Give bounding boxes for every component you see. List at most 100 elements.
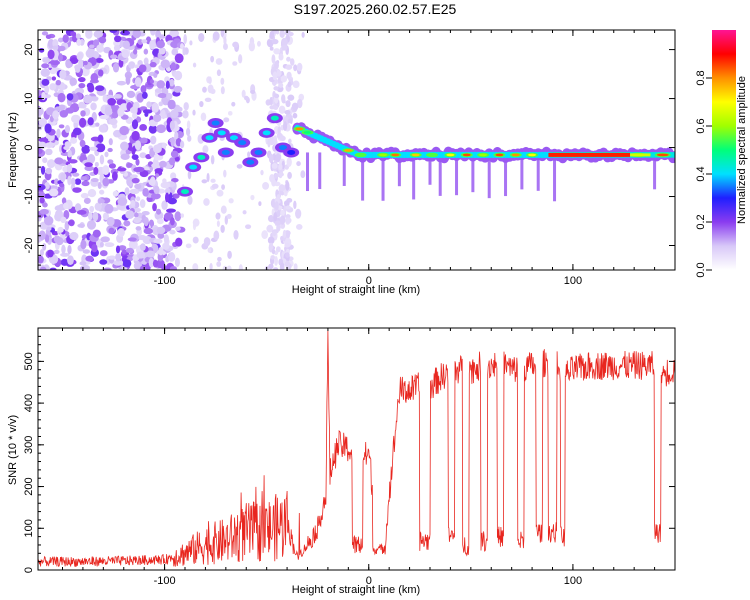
noise-speckle <box>148 257 154 268</box>
noise-speckle <box>233 229 239 240</box>
noise-speckle <box>110 54 118 59</box>
noise-speckle <box>152 114 162 123</box>
noise-speckle <box>223 169 227 178</box>
noise-speckle <box>151 102 160 113</box>
carrier-track <box>670 151 675 158</box>
noise-speckle <box>58 45 66 52</box>
noise-speckle <box>216 220 220 227</box>
noise-speckle <box>103 267 112 270</box>
noise-speckle <box>39 197 45 204</box>
noise-speckle <box>95 57 104 63</box>
noise-speckle <box>189 40 193 46</box>
noise-column-speckle <box>267 236 275 245</box>
carrier-bright-band <box>630 153 651 157</box>
noise-speckle <box>258 201 262 207</box>
noise-speckle <box>293 263 298 270</box>
noise-speckle <box>261 230 269 240</box>
noise-speckle <box>145 250 156 258</box>
noise-speckle <box>174 156 180 162</box>
noise-speckle <box>262 182 270 190</box>
noise-speckle <box>109 30 118 34</box>
noise-speckle <box>279 30 285 38</box>
noise-speckle <box>158 246 164 256</box>
noise-column-speckle <box>273 267 279 270</box>
noise-speckle <box>192 218 200 227</box>
noise-speckle <box>50 60 60 66</box>
noise-speckle <box>220 77 225 85</box>
noise-speckle <box>131 119 139 130</box>
noise-speckle <box>124 187 130 196</box>
noise-speckle <box>289 58 295 66</box>
noise-speckle <box>104 151 109 158</box>
noise-speckle <box>66 93 74 101</box>
noise-speckle <box>202 86 207 93</box>
noise-speckle <box>75 33 81 40</box>
carrier-streak <box>536 152 540 191</box>
carrier-blob <box>205 135 214 141</box>
noise-speckle <box>99 114 109 120</box>
noise-speckle <box>69 77 78 86</box>
noise-speckle <box>95 143 106 153</box>
noise-speckle <box>54 157 64 165</box>
noise-column-speckle <box>274 60 279 70</box>
noise-speckle <box>108 227 115 234</box>
noise-speckle <box>293 64 298 72</box>
carrier-blob <box>230 135 238 141</box>
spectrogram-y-tick-label: 10 <box>23 92 35 104</box>
noise-speckle <box>76 210 87 215</box>
noise-speckle <box>169 120 175 131</box>
noise-speckle <box>220 30 225 38</box>
noise-speckle <box>67 244 72 255</box>
noise-speckle <box>70 57 79 64</box>
noise-speckle <box>46 226 52 231</box>
noise-column-speckle <box>273 135 278 145</box>
noise-speckle <box>167 252 176 262</box>
noise-column-speckle <box>279 135 286 141</box>
carrier-peak <box>462 153 471 157</box>
noise-speckle <box>57 92 66 103</box>
noise-column-speckle <box>271 248 276 255</box>
noise-speckle <box>149 39 156 50</box>
noise-speckle <box>291 102 299 111</box>
noise-speckle <box>207 247 211 253</box>
spectrogram-x-tick-label: -100 <box>154 275 176 287</box>
noise-speckle <box>158 101 163 107</box>
noise-column-speckle <box>282 121 288 132</box>
noise-speckle <box>187 135 192 142</box>
noise-speckle <box>97 198 105 204</box>
noise-column-speckle <box>285 205 291 210</box>
noise-speckle <box>54 205 64 212</box>
noise-speckle <box>143 57 149 65</box>
noise-speckle <box>42 202 48 208</box>
noise-speckle <box>89 205 95 213</box>
noise-speckle <box>226 213 232 219</box>
noise-column-speckle <box>275 153 281 163</box>
noise-speckle <box>148 124 158 134</box>
noise-speckle <box>59 183 65 188</box>
noise-speckle <box>156 40 165 49</box>
noise-speckle <box>192 109 196 116</box>
noise-speckle <box>111 171 118 181</box>
noise-speckle <box>49 69 57 75</box>
noise-speckle <box>157 232 165 239</box>
noise-speckle <box>220 86 225 95</box>
noise-speckle <box>152 259 159 268</box>
noise-speckle <box>39 266 47 270</box>
noise-speckle <box>128 239 138 250</box>
noise-speckle <box>203 237 211 247</box>
noise-speckle <box>158 34 166 39</box>
noise-speckle <box>60 258 69 266</box>
noise-speckle <box>210 154 215 165</box>
carrier-blob <box>189 164 198 170</box>
noise-speckle <box>94 161 99 167</box>
noise-speckle <box>146 101 152 108</box>
noise-speckle <box>141 211 150 216</box>
noise-speckle <box>133 167 143 173</box>
noise-speckle <box>92 211 99 222</box>
noise-speckle <box>115 245 121 254</box>
noise-speckle <box>44 234 50 243</box>
noise-speckle <box>169 229 176 235</box>
noise-column-speckle <box>274 93 280 99</box>
noise-speckle <box>244 95 249 101</box>
